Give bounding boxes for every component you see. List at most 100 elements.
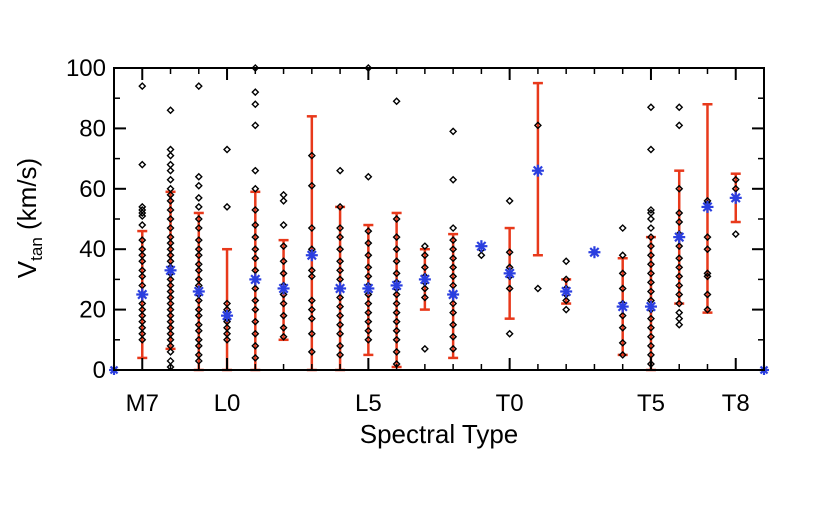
data-point bbox=[618, 323, 627, 332]
data-point bbox=[194, 181, 203, 190]
mean-marker bbox=[560, 285, 573, 298]
data-point bbox=[420, 344, 429, 353]
data-point bbox=[194, 224, 203, 233]
data-point bbox=[307, 296, 316, 305]
mean-marker bbox=[503, 267, 516, 280]
data-point bbox=[646, 269, 655, 278]
data-point bbox=[251, 88, 260, 97]
data-point bbox=[336, 224, 345, 233]
data-point bbox=[364, 335, 373, 344]
x-tick-label: T0 bbox=[496, 390, 524, 417]
data-point bbox=[223, 145, 232, 154]
data-point bbox=[279, 257, 288, 266]
data-point bbox=[251, 205, 260, 214]
data-point bbox=[138, 281, 147, 290]
mean-marker bbox=[390, 279, 403, 292]
data-point bbox=[194, 82, 203, 91]
data-point bbox=[251, 233, 260, 242]
data-point bbox=[420, 251, 429, 260]
data-point bbox=[646, 251, 655, 260]
data-point bbox=[505, 329, 514, 338]
data-point bbox=[449, 332, 458, 341]
data-point bbox=[364, 326, 373, 335]
mean-marker bbox=[249, 273, 262, 286]
data-point bbox=[449, 254, 458, 263]
mean-marker bbox=[701, 200, 714, 213]
data-point bbox=[251, 100, 260, 109]
data-point bbox=[646, 332, 655, 341]
data-point bbox=[166, 215, 175, 223]
data-point bbox=[731, 230, 740, 239]
data-point bbox=[279, 242, 288, 251]
data-point bbox=[251, 296, 260, 305]
data-point bbox=[336, 320, 345, 329]
data-point bbox=[449, 236, 458, 245]
data-point bbox=[194, 172, 203, 181]
data-point bbox=[731, 184, 740, 193]
data-point bbox=[138, 221, 147, 230]
y-tick-label: 80 bbox=[79, 115, 106, 142]
data-point bbox=[364, 263, 373, 272]
data-point bbox=[392, 245, 401, 254]
data-point bbox=[646, 287, 655, 296]
data-point bbox=[336, 202, 345, 211]
data-point bbox=[420, 293, 429, 302]
data-point bbox=[307, 314, 316, 323]
x-axis-title: Spectral Type bbox=[360, 419, 519, 449]
data-point bbox=[279, 299, 288, 308]
data-point bbox=[364, 239, 373, 248]
data-point bbox=[646, 242, 655, 251]
y-axis-title-subscript: tan bbox=[27, 237, 46, 261]
data-point bbox=[533, 284, 542, 293]
data-point bbox=[279, 323, 288, 332]
data-point bbox=[392, 335, 401, 344]
data-point bbox=[336, 329, 345, 338]
data-point bbox=[336, 341, 345, 350]
axes-frame bbox=[113, 67, 765, 371]
mean-marker bbox=[644, 300, 657, 313]
data-point bbox=[477, 251, 486, 260]
data-point bbox=[223, 335, 232, 344]
data-point bbox=[449, 344, 458, 353]
mean-marker bbox=[475, 240, 488, 253]
data-point bbox=[505, 248, 514, 257]
data-point bbox=[449, 272, 458, 281]
data-point bbox=[675, 254, 684, 263]
mean-marker bbox=[277, 282, 290, 295]
mean-marker bbox=[334, 282, 347, 295]
y-tick-label: 0 bbox=[93, 357, 106, 384]
data-point bbox=[194, 266, 203, 275]
data-point bbox=[618, 224, 627, 233]
mean-marker bbox=[729, 191, 742, 204]
data-point bbox=[194, 341, 203, 350]
data-point bbox=[251, 353, 260, 362]
data-point bbox=[336, 302, 345, 311]
data-point bbox=[251, 329, 260, 338]
data-point bbox=[138, 160, 147, 169]
data-point bbox=[505, 196, 514, 205]
data-point bbox=[420, 284, 429, 293]
data-point bbox=[364, 308, 373, 317]
y-axis-ticks: 0 20 40 60 80 100 bbox=[66, 55, 764, 384]
data-point bbox=[392, 317, 401, 326]
data-point bbox=[307, 181, 316, 190]
mean-marker bbox=[221, 309, 234, 322]
data-point bbox=[138, 257, 147, 266]
y-tick-label: 60 bbox=[79, 176, 106, 203]
data-point bbox=[449, 224, 458, 233]
data-point bbox=[194, 326, 203, 335]
data-point bbox=[392, 308, 401, 317]
data-point bbox=[194, 215, 203, 223]
data-point bbox=[646, 341, 655, 350]
mean-marker bbox=[447, 288, 460, 301]
data-point bbox=[336, 233, 345, 242]
y-axis-title: Vtan (km/s) bbox=[12, 158, 46, 278]
data-point bbox=[307, 347, 316, 356]
data-point bbox=[675, 272, 684, 281]
data-point bbox=[703, 290, 712, 299]
data-point bbox=[703, 272, 712, 281]
data-point bbox=[562, 275, 571, 284]
data-point bbox=[675, 208, 684, 217]
data-point bbox=[336, 275, 345, 284]
mean-marker bbox=[616, 300, 629, 313]
